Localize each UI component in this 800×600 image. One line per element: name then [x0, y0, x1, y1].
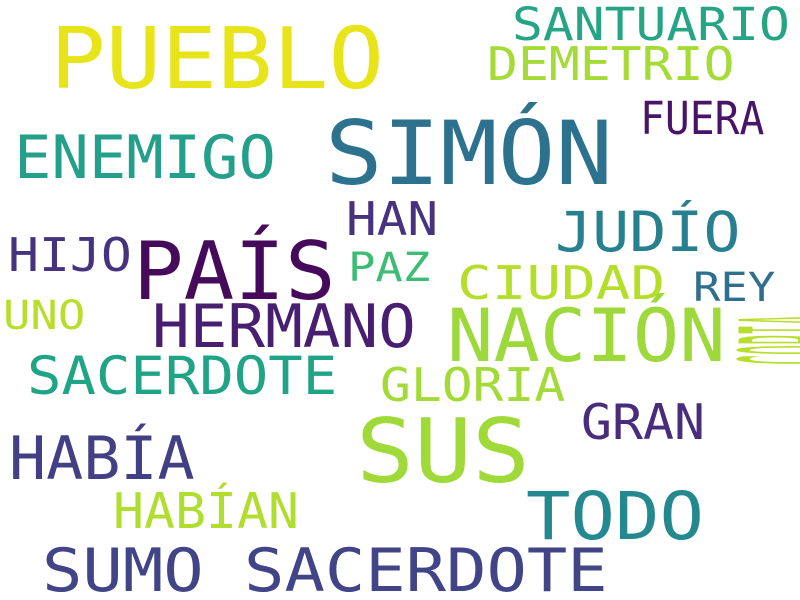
word-simon: SIMÓN	[325, 102, 613, 205]
word-todo: TODO	[526, 478, 704, 555]
word-ciudad: CIUDAD	[457, 256, 666, 310]
word-habian: HABÍAN	[113, 483, 300, 540]
word-rey: REY	[693, 265, 776, 311]
word-copia: COPIA	[705, 315, 800, 365]
word-gran: GRAN	[581, 394, 706, 451]
word-uno: UNO	[3, 293, 86, 339]
word-sacerdote: SACERDOTE	[27, 346, 338, 407]
word-gloria: GLORIA	[380, 358, 566, 412]
word-judio: JUDÍO	[555, 200, 741, 264]
word-paz: PAZ	[348, 245, 431, 291]
word-han: HAN	[346, 192, 439, 246]
word-enemigo: ENEMIGO	[14, 123, 276, 193]
word-pueblo: PUEBLO	[50, 10, 385, 109]
word-hijo: HIJO	[8, 228, 132, 282]
word-nacion: NACIÓN	[447, 294, 726, 379]
word-habia: HABÍA	[9, 424, 195, 494]
word-pais: PAÍS	[133, 225, 336, 318]
word-sus: SUS	[356, 400, 530, 503]
word-sumo-sacerdote: SUMO SACERDOTE	[42, 536, 608, 600]
word-demetrio: DEMETRIO	[487, 37, 735, 91]
word-santuario: SANTUARIO	[512, 0, 790, 51]
word-hermano: HERMANO	[152, 292, 416, 362]
word-fuera: FUERA	[640, 92, 765, 145]
